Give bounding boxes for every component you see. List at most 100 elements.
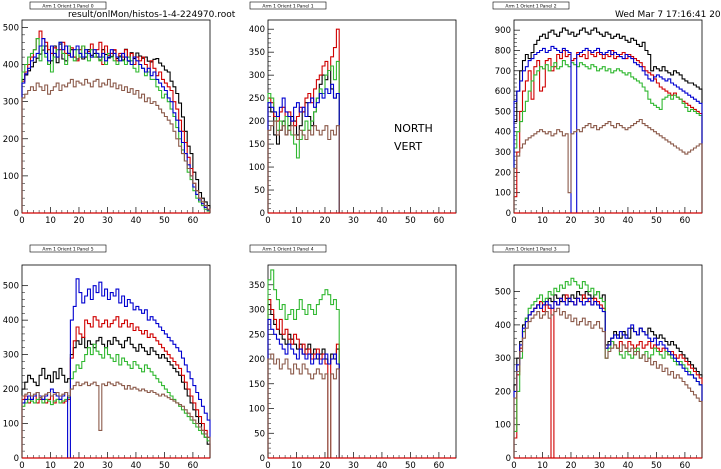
x-tick-label: 40 [377,216,388,226]
x-tick-label: 10 [291,461,302,469]
y-tick-label: 500 [3,282,19,292]
x-tick-label: 60 [433,461,444,469]
x-tick-label: 20 [74,216,85,226]
y-tick-label: 500 [495,288,511,298]
x-tick-label: 0 [19,216,24,226]
y-tick-label: 100 [495,421,511,431]
histogram-panel: Arm 1 Orient 1 Panel 2010020030040050060… [492,1,703,226]
y-tick-label: 250 [249,94,265,104]
histogram-series-blue [267,318,343,459]
y-tick-label: 0 [506,454,511,464]
y-tick-label: 350 [249,281,265,291]
y-tick-label: 400 [249,25,265,35]
histogram-series-green [21,343,211,458]
x-tick-label: 20 [566,461,577,469]
y-tick-label: 100 [249,163,265,173]
x-tick-label: 10 [291,216,302,226]
x-tick-label: 50 [159,461,170,469]
y-tick-label: 300 [3,98,19,108]
histogram-series-green [267,60,343,214]
x-tick-label: 0 [265,461,270,469]
y-tick-label: 300 [3,351,19,361]
y-tick-label: 150 [249,380,265,390]
panel-title: Arm 1 Orient 1 Panel 4 [262,247,313,253]
file-name-label: result/onlMon/histos-1-4-224970.root [68,10,236,20]
x-tick-label: 40 [623,216,634,226]
panel-title: Arm 1 Orient 1 Panel 3 [505,247,556,253]
x-tick-label: 40 [623,461,634,469]
y-tick-label: 800 [495,46,511,56]
x-tick-label: 50 [651,216,662,226]
y-tick-label: 0 [14,209,19,219]
panel-annotation: VERT [394,140,422,153]
y-tick-label: 100 [3,420,19,430]
y-tick-label: 200 [249,117,265,127]
x-tick-label: 20 [566,216,577,226]
x-tick-label: 50 [405,461,416,469]
x-tick-label: 60 [433,216,444,226]
x-tick-label: 40 [377,461,388,469]
x-tick-label: 30 [102,461,113,469]
y-tick-label: 50 [254,186,265,196]
y-tick-label: 200 [3,385,19,395]
histogram-series-green [513,60,703,213]
x-tick-label: 30 [594,461,605,469]
y-tick-label: 600 [495,87,511,97]
x-tick-label: 10 [537,216,548,226]
y-tick-label: 400 [495,321,511,331]
panel-title: Arm 1 Orient 1 Panel 1 [262,4,313,10]
y-tick-label: 0 [14,454,19,464]
histogram-series-blue [21,38,211,213]
panel-title: Arm 1 Orient 1 Panel 5 [42,247,93,253]
y-tick-label: 0 [506,209,511,219]
x-tick-label: 10 [45,216,56,226]
histogram-series-brown [21,78,211,213]
histogram-panel: Arm 1 Orient 1 Panel 5 0 100 200 300 400 500 0 1… [3,244,211,469]
x-tick-label: 0 [19,461,24,469]
x-tick-label: 50 [651,461,662,469]
x-tick-label: 0 [511,461,516,469]
x-tick-label: 60 [187,216,198,226]
histogram-series-brown [513,118,703,213]
x-tick-label: 30 [594,216,605,226]
y-tick-label: 250 [249,330,265,340]
y-tick-label: 300 [495,354,511,364]
x-tick-label: 10 [537,461,548,469]
x-tick-label: 0 [265,216,270,226]
x-tick-label: 0 [511,216,516,226]
y-tick-label: 400 [495,128,511,138]
histogram-series-blue [21,278,211,459]
x-tick-label: 30 [348,461,359,469]
x-tick-label: 20 [320,461,331,469]
panel-title-box [492,244,570,253]
x-tick-label: 50 [405,216,416,226]
y-tick-label: 350 [249,48,265,58]
y-tick-label: 0 [260,209,265,219]
x-tick-label: 50 [159,216,170,226]
x-tick-label: 30 [102,216,113,226]
x-tick-label: 60 [679,216,690,226]
y-tick-label: 100 [495,189,511,199]
y-tick-label: 100 [3,172,19,182]
panel-title: Arm 1 Orient 1 Panel 0 [42,4,93,10]
y-tick-label: 300 [249,306,265,316]
y-tick-label: 200 [495,387,511,397]
y-tick-label: 200 [495,168,511,178]
panel-title-box [249,244,327,253]
histogram-series-black [513,27,703,213]
histogram-series-blue [513,45,703,214]
y-tick-label: 150 [249,140,265,150]
x-tick-label: 60 [187,461,198,469]
x-tick-label: 40 [131,461,142,469]
histogram-series-blue [513,297,703,458]
x-tick-label: 20 [320,216,331,226]
panel-title-box [492,1,570,10]
y-tick-label: 500 [3,23,19,33]
y-tick-label: 400 [3,61,19,71]
y-tick-label: 200 [3,135,19,145]
histogram-series-black [21,336,211,458]
x-tick-label: 40 [131,216,142,226]
histogram-series-green [267,269,343,459]
y-tick-label: 700 [495,67,511,77]
